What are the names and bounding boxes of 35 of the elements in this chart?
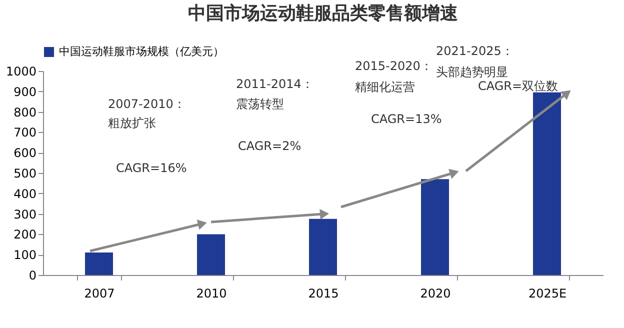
- annotation: 头部趋势明显: [436, 65, 508, 79]
- annotation: CAGR=双位数: [478, 79, 558, 93]
- y-tick-label: 900: [14, 84, 36, 99]
- x-tick-label: 2025E: [528, 286, 567, 300]
- y-tick-label: 0: [28, 268, 36, 282]
- x-tick-label: 2010: [196, 286, 227, 300]
- text: 2021-2025：: [436, 44, 514, 58]
- y-tick-label: 400: [14, 186, 36, 201]
- bar: [309, 218, 337, 275]
- bar: [197, 234, 225, 275]
- x-tick-label: 2007: [84, 286, 115, 300]
- annotation: 震荡转型: [236, 97, 284, 111]
- annotation: 粗放扩张: [108, 116, 156, 130]
- chart-title: 中国市场运动鞋服品类零售额增速: [188, 3, 458, 24]
- y-tick-label: 1000: [6, 64, 36, 78]
- annotation: 精细化运营: [355, 80, 415, 94]
- x-tick-label: 2015: [308, 286, 339, 300]
- y-tick-label: 300: [14, 207, 36, 222]
- bar: [85, 252, 113, 275]
- annotation: 2007-2010：: [108, 97, 186, 111]
- y-tick-label: 200: [14, 228, 36, 242]
- y-tick-label: 600: [14, 146, 36, 160]
- y-tick-label: 700: [14, 126, 36, 140]
- x-tick-label: 2020: [420, 286, 451, 300]
- annotation: 2011-2014：: [236, 77, 314, 91]
- annotation: CAGR=13%: [371, 112, 442, 126]
- y-tick-label: 800: [14, 105, 36, 120]
- legend-label: 中国运动鞋服市场规模（亿美元）: [59, 45, 224, 58]
- bar: [421, 179, 449, 275]
- y-tick-label: 500: [14, 166, 36, 180]
- annotation: 2015-2020：: [355, 59, 432, 73]
- annotation: CAGR=16%: [116, 161, 187, 175]
- bar: [533, 92, 561, 275]
- annotation: CAGR=2%: [238, 139, 302, 153]
- y-tick-label: 100: [14, 248, 36, 262]
